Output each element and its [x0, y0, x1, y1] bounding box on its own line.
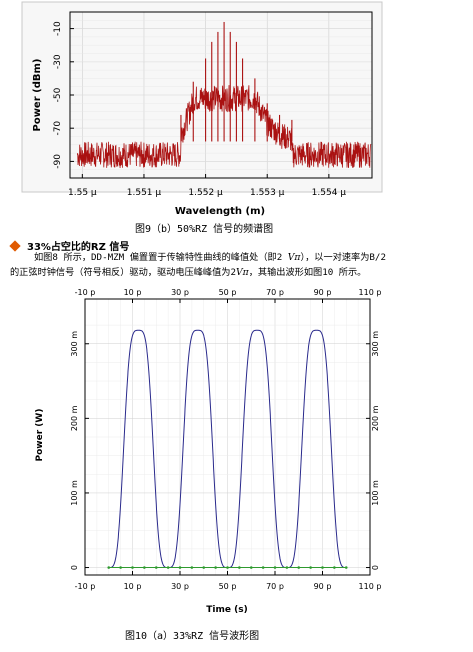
- waveform-baseline-marker: [297, 566, 301, 569]
- diamond-icon: [9, 239, 21, 252]
- waveform-figure: -10 p 10 p 30 p 50 p 70 p 90 p 110 p -10 p 10 p…: [35, 288, 382, 615]
- waveform-baseline-marker: [333, 566, 336, 569]
- waveform-x-tick-label-top: 110 p: [359, 288, 382, 297]
- waveform-y-ticks-left: 300 m 200 m 100 m 0: [70, 331, 89, 570]
- spectrum-y-tick-label: -50: [53, 87, 63, 102]
- waveform-x-tick-label-bottom: -10 p: [75, 582, 96, 591]
- waveform-baseline-marker: [178, 566, 182, 569]
- waveform-x-tick-label-top: -10 p: [75, 288, 96, 297]
- waveform-baseline-marker: [226, 566, 229, 569]
- waveform-x-tick-label-top: 30 p: [171, 288, 189, 297]
- spectrum-y-ticks: -10 -30 -50 -70 -90: [53, 21, 74, 169]
- spectrum-x-tick-label: 1.551 µ: [127, 188, 162, 198]
- waveform-y-tick-label-right: 200 m: [371, 405, 380, 431]
- spectrum-x-tick-label: 1.55 µ: [68, 188, 97, 198]
- paragraph-line-1: 如图8 所示，DD-MZM 偏置置于传输特性曲线的峰值处（即2 Vπ），以一对速…: [34, 250, 386, 265]
- waveform-x-tick-label-bottom: 70 p: [266, 582, 284, 591]
- waveform-x-tick-label-bottom: 10 p: [124, 582, 142, 591]
- spectrum-x-tick-label: 1.552 µ: [188, 188, 223, 198]
- waveform-x-ticks-bottom: -10 p 10 p 30 p 50 p 70 p 90 p 110 p: [75, 571, 382, 591]
- waveform-baseline-marker: [214, 566, 217, 569]
- spectrum-y-tick-label: -10: [53, 21, 63, 36]
- spectrum-x-axis-label: Wavelength (m): [175, 206, 265, 217]
- waveform-y-tick-label-right: 300 m: [371, 331, 380, 357]
- waveform-y-tick-label-left: 300 m: [70, 331, 79, 357]
- waveform-baseline-marker: [107, 566, 111, 569]
- spectrum-y-tick-label: -70: [53, 121, 63, 136]
- waveform-baseline-marker: [131, 566, 134, 569]
- spectrum-y-tick-label: -30: [53, 54, 63, 69]
- waveform-y-axis-label: Power (W): [35, 409, 45, 462]
- waveform-x-tick-label-top: 90 p: [314, 288, 332, 297]
- spectrum-x-tick-label: 1.554 µ: [312, 188, 347, 198]
- waveform-y-tick-label-right: 0: [371, 565, 380, 570]
- waveform-baseline-marker: [190, 566, 194, 569]
- spectrum-x-ticks: 1.55 µ 1.551 µ 1.552 µ 1.553 µ 1.554 µ: [68, 174, 346, 198]
- waveform-x-tick-label-top: 70 p: [266, 288, 284, 297]
- waveform-x-ticks-top: -10 p 10 p 30 p 50 p 70 p 90 p 110 p: [75, 288, 382, 303]
- waveform-baseline-marker: [261, 566, 265, 569]
- waveform-baseline-marker: [119, 566, 122, 569]
- v-pi-symbol: Vπ: [287, 252, 301, 263]
- paragraph-text: ，其输出波形如图10 所示。: [248, 267, 367, 278]
- waveform-x-tick-label-bottom: 30 p: [171, 582, 189, 591]
- spectrum-y-axis-label: Power (dBm): [32, 59, 43, 132]
- waveform-x-tick-label-top: 50 p: [219, 288, 237, 297]
- waveform-baseline-marker: [249, 566, 253, 569]
- waveform-x-tick-label-bottom: 110 p: [359, 582, 382, 591]
- waveform-x-tick-label-top: 10 p: [124, 288, 142, 297]
- section-title: 33%占空比的RZ 信号: [27, 242, 130, 253]
- waveform-baseline-marker: [344, 566, 348, 569]
- v-pi-symbol: Vπ: [236, 267, 249, 278]
- waveform-baseline-marker: [202, 566, 206, 569]
- waveform-y-tick-label-right: 100 m: [371, 480, 380, 506]
- waveform-x-axis-label: Time (s): [206, 605, 247, 615]
- waveform-baseline-marker: [166, 566, 170, 569]
- waveform-baseline-marker: [285, 566, 289, 569]
- figure10-caption: 图10（a）33%RZ 信号波形图: [125, 631, 260, 642]
- waveform-baseline: [107, 566, 348, 569]
- section-heading: 33%占空比的RZ 信号: [8, 238, 129, 253]
- waveform-x-tick-label-bottom: 90 p: [314, 582, 332, 591]
- waveform-y-ticks-right: 300 m 200 m 100 m 0: [366, 331, 380, 570]
- waveform-baseline-marker: [238, 566, 241, 569]
- waveform-baseline-marker: [273, 566, 277, 569]
- waveform-baseline-marker: [143, 566, 146, 569]
- paragraph-text: ），以一对速率为B/2: [300, 252, 386, 263]
- figure9-caption: 图9（b）50%RZ 信号的频谱图: [135, 224, 274, 235]
- paragraph-text: 如图8 所示，DD-MZM 偏置置于传输特性曲线的峰值处（即2: [34, 252, 288, 263]
- spectrum-x-tick-label: 1.553 µ: [250, 188, 285, 198]
- waveform-baseline-marker: [309, 566, 312, 569]
- paragraph-text: 的正弦时钟信号（符号相反）驱动，驱动电压峰峰值为2: [10, 267, 237, 278]
- spectrum-y-tick-label: -90: [53, 154, 63, 169]
- paragraph-line-2: 的正弦时钟信号（符号相反）驱动，驱动电压峰峰值为2Vπ，其输出波形如图10 所示…: [10, 265, 366, 280]
- waveform-baseline-marker: [154, 566, 158, 569]
- waveform-baseline-marker: [321, 566, 324, 569]
- waveform-grid: [84, 299, 371, 575]
- waveform-y-tick-label-left: 0: [70, 565, 79, 570]
- waveform-y-tick-label-left: 100 m: [70, 480, 79, 506]
- spectrum-peaks: [180, 21, 293, 142]
- spectrum-figure: -10-30-50-70-90 1.55 µ 1.551 µ 1.552 µ 1.55…: [21, 1, 383, 217]
- waveform-x-tick-label-bottom: 50 p: [219, 582, 237, 591]
- waveform-y-tick-label-left: 200 m: [70, 405, 79, 431]
